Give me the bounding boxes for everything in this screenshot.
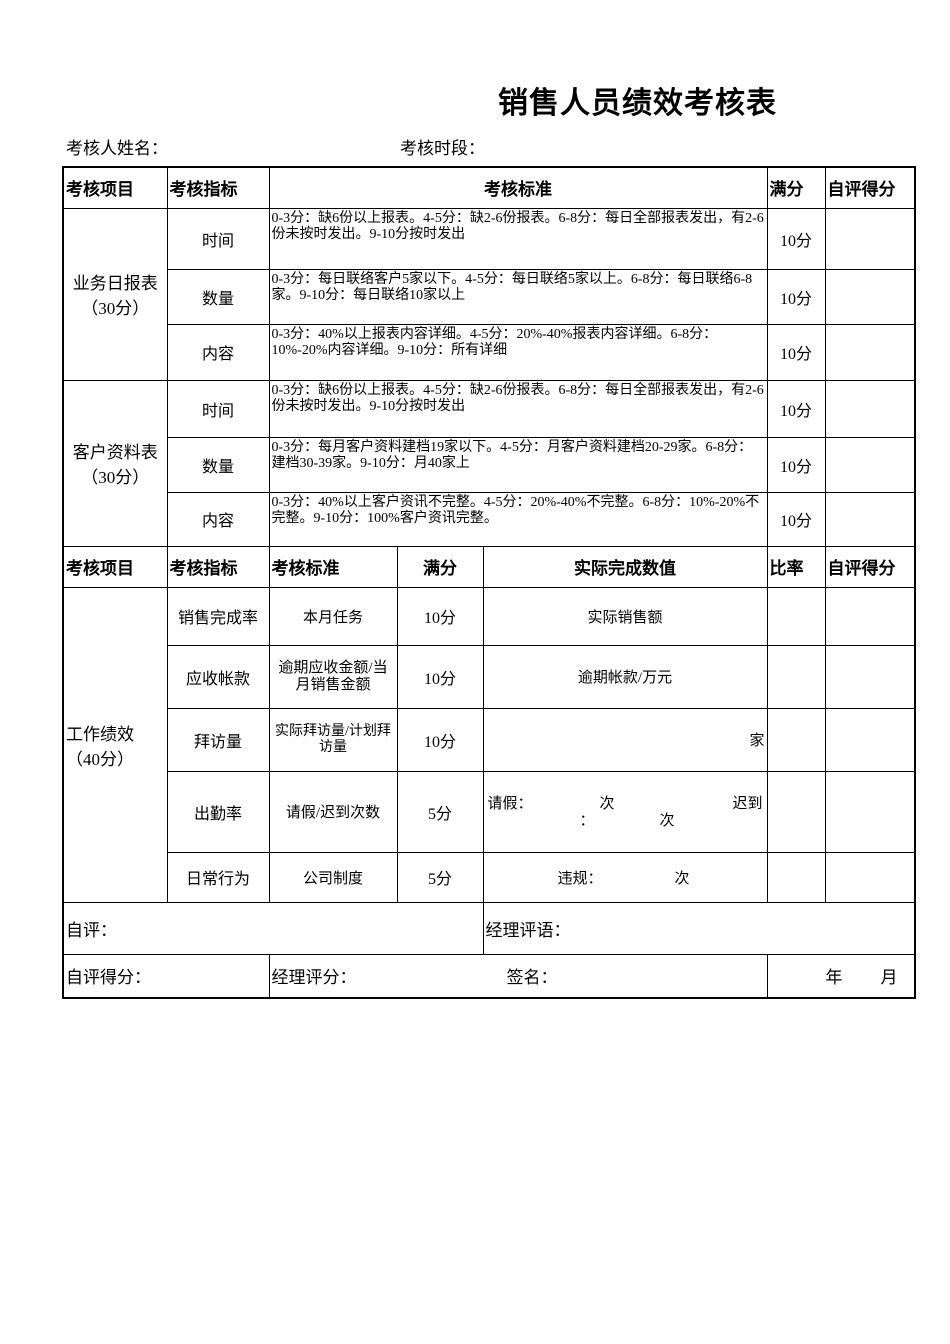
standard: 公司制度	[268, 851, 398, 903]
header-self: 自评得分	[824, 545, 916, 588]
leave-label: 请假：	[487, 795, 533, 812]
self-score-cell[interactable]	[824, 707, 916, 772]
full-score: 5分	[396, 770, 484, 853]
late-label: 迟到	[732, 795, 763, 812]
self-score-cell[interactable]	[824, 207, 916, 270]
date-cell[interactable]: 年月	[766, 953, 916, 999]
standard: 逾期应收金额/当月销售金额	[268, 644, 398, 709]
attendance-actual[interactable]: 请假： 次 迟到 ： 次	[482, 770, 768, 853]
full-score: 10分	[396, 707, 484, 772]
group-name: 业务日报表（30分）	[62, 207, 168, 381]
indicator: 内容	[166, 323, 270, 381]
actual-value[interactable]: 家	[482, 707, 768, 772]
signature-label: 签名：	[506, 968, 558, 988]
performance-name: 工作绩效（40分）	[62, 586, 168, 903]
violation-times: 次	[674, 870, 690, 887]
header-item: 考核项目	[62, 545, 168, 588]
full-score: 10分	[766, 207, 826, 270]
indicator: 拜访量	[166, 707, 270, 772]
self-score-cell[interactable]	[824, 268, 916, 325]
violation-actual[interactable]: 违规： 次	[482, 851, 768, 903]
full-score: 10分	[766, 323, 826, 381]
standard: 实际拜访量/计划拜访量	[268, 707, 398, 772]
self-score-cell[interactable]	[824, 379, 916, 438]
violation-label: 违规：	[557, 870, 603, 887]
indicator: 销售完成率	[166, 586, 270, 646]
header-standard: 考核标准	[268, 166, 768, 209]
standard: 0-3分：缺6份以上报表。4-5分：缺2-6份报表。6-8分：每日全部报表发出，…	[268, 379, 768, 438]
standard: 0-3分：每日联络客户5家以下。4-5分：每日联络5家以上。6-8分：每日联络6…	[268, 268, 768, 325]
indicator: 内容	[166, 491, 270, 547]
group-name: 客户资料表（30分）	[62, 379, 168, 547]
self-score-cell[interactable]	[824, 436, 916, 493]
late-times: 次	[659, 812, 675, 829]
name-label: 考核人姓名：	[66, 139, 168, 158]
full-score: 10分	[766, 436, 826, 493]
self-score-total[interactable]: 自评得分：	[62, 953, 270, 999]
full-score: 10分	[766, 379, 826, 438]
self-score-cell[interactable]	[824, 323, 916, 381]
standard: 本月任务	[268, 586, 398, 646]
standard: 0-3分：每月客户资料建档19家以下。4-5分：月客户资料建档20-29家。6-…	[268, 436, 768, 493]
self-score-cell[interactable]	[824, 491, 916, 547]
leave-times: 次	[599, 795, 615, 812]
late-colon: ：	[579, 812, 595, 829]
indicator: 时间	[166, 379, 270, 438]
month-label: 月	[880, 968, 898, 988]
header-self: 自评得分	[824, 166, 916, 209]
self-score-cell[interactable]	[824, 586, 916, 646]
self-score-cell[interactable]	[824, 851, 916, 903]
manager-score-label: 经理评分：	[271, 968, 357, 988]
self-score-cell[interactable]	[824, 770, 916, 853]
actual-value[interactable]: 逾期帐款/万元	[482, 644, 768, 709]
indicator: 应收帐款	[166, 644, 270, 709]
header-indicator: 考核指标	[166, 545, 270, 588]
header-actual: 实际完成数值	[482, 545, 768, 588]
indicator: 时间	[166, 207, 270, 270]
manager-comment[interactable]: 经理评语：	[482, 901, 916, 955]
self-score-cell[interactable]	[824, 644, 916, 709]
ratio-cell[interactable]	[766, 586, 826, 646]
ratio-cell[interactable]	[766, 770, 826, 853]
header-full: 满分	[396, 545, 484, 588]
ratio-cell[interactable]	[766, 644, 826, 709]
header-full: 满分	[766, 166, 826, 209]
ratio-cell[interactable]	[766, 707, 826, 772]
standard: 0-3分：缺6份以上报表。4-5分：缺2-6份报表。6-8分：每日全部报表发出，…	[268, 207, 768, 270]
period-label: 考核时段：	[400, 139, 485, 158]
actual-value[interactable]: 实际销售额	[482, 586, 768, 646]
ratio-cell[interactable]	[766, 851, 826, 903]
full-score: 10分	[396, 644, 484, 709]
standard: 请假/迟到次数	[268, 770, 398, 853]
full-score: 10分	[396, 586, 484, 646]
standard: 0-3分：40%以上客户资讯不完整。4-5分：20%-40%不完整。6-8分：1…	[268, 491, 768, 547]
self-evaluation[interactable]: 自评：	[62, 901, 484, 955]
header-standard: 考核标准	[268, 545, 398, 588]
manager-score[interactable]: 经理评分： 签名：	[268, 953, 768, 999]
standard: 0-3分：40%以上报表内容详细。4-5分：20%-40%报表内容详细。6-8分…	[268, 323, 768, 381]
full-score: 10分	[766, 268, 826, 325]
full-score: 10分	[766, 491, 826, 547]
indicator: 数量	[166, 268, 270, 325]
indicator: 数量	[166, 436, 270, 493]
header-indicator: 考核指标	[166, 166, 270, 209]
indicator: 日常行为	[166, 851, 270, 903]
year-label: 年	[825, 968, 843, 988]
full-score: 5分	[396, 851, 484, 903]
indicator: 出勤率	[166, 770, 270, 853]
page-title: 销售人员绩效考核表	[498, 87, 777, 120]
assessment-table: 考核项目 考核指标 考核标准 满分 自评得分 业务日报表（30分） 时间 0-3…	[62, 166, 917, 999]
header-ratio: 比率	[766, 545, 826, 588]
header-item: 考核项目	[62, 166, 168, 209]
